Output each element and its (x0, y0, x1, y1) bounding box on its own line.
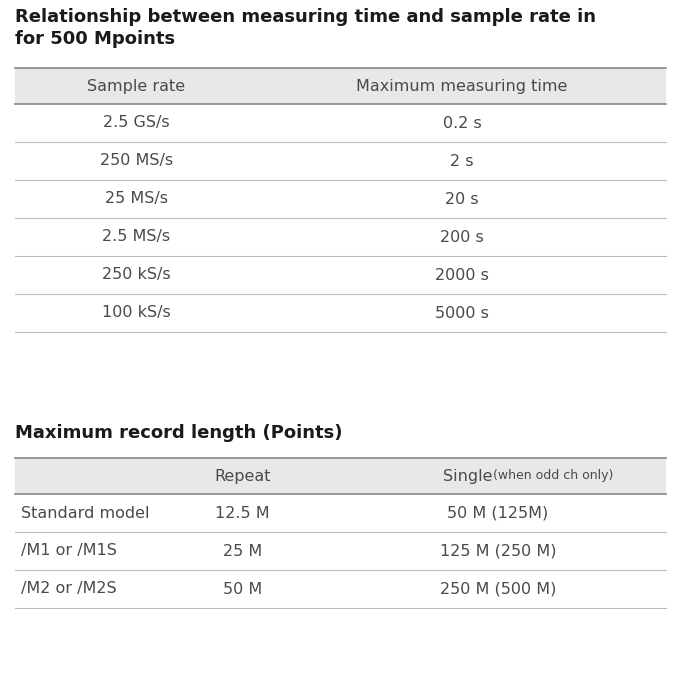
Text: (when odd ch only): (when odd ch only) (489, 469, 614, 482)
Text: 25 MS/s: 25 MS/s (105, 192, 168, 207)
Text: /M1 or /M1S: /M1 or /M1S (21, 544, 117, 559)
Text: Single: Single (443, 469, 492, 484)
Text: for 500 Mpoints: for 500 Mpoints (15, 30, 175, 48)
Text: 2 s: 2 s (450, 153, 474, 168)
Text: Maximum measuring time: Maximum measuring time (356, 79, 568, 94)
Text: Maximum record length (Points): Maximum record length (Points) (15, 424, 343, 442)
Text: 250 kS/s: 250 kS/s (102, 267, 171, 282)
Text: 5000 s: 5000 s (435, 306, 489, 321)
Text: 50 M: 50 M (223, 581, 262, 596)
Text: 50 M (125M): 50 M (125M) (447, 505, 549, 521)
Text: 12.5 M: 12.5 M (215, 505, 270, 521)
Text: 20 s: 20 s (445, 192, 479, 207)
Text: 25 M: 25 M (223, 544, 262, 559)
Bar (15, 68, 666, 104)
Text: Standard model: Standard model (21, 505, 150, 521)
Text: /M2 or /M2S: /M2 or /M2S (21, 581, 116, 596)
Text: 2000 s: 2000 s (435, 267, 489, 282)
Text: 100 kS/s: 100 kS/s (102, 306, 171, 321)
Text: 0.2 s: 0.2 s (443, 116, 481, 131)
Text: 250 MS/s: 250 MS/s (100, 153, 173, 168)
Text: Relationship between measuring time and sample rate in: Relationship between measuring time and … (15, 8, 596, 26)
Text: 2.5 GS/s: 2.5 GS/s (104, 116, 170, 131)
Text: 2.5 MS/s: 2.5 MS/s (102, 230, 170, 244)
Text: Sample rate: Sample rate (87, 79, 185, 94)
Text: 200 s: 200 s (440, 230, 484, 244)
Bar (15, 458, 666, 494)
Text: 250 M (500 M): 250 M (500 M) (440, 581, 556, 596)
Text: 125 M (250 M): 125 M (250 M) (440, 544, 556, 559)
Text: Repeat: Repeat (215, 469, 271, 484)
